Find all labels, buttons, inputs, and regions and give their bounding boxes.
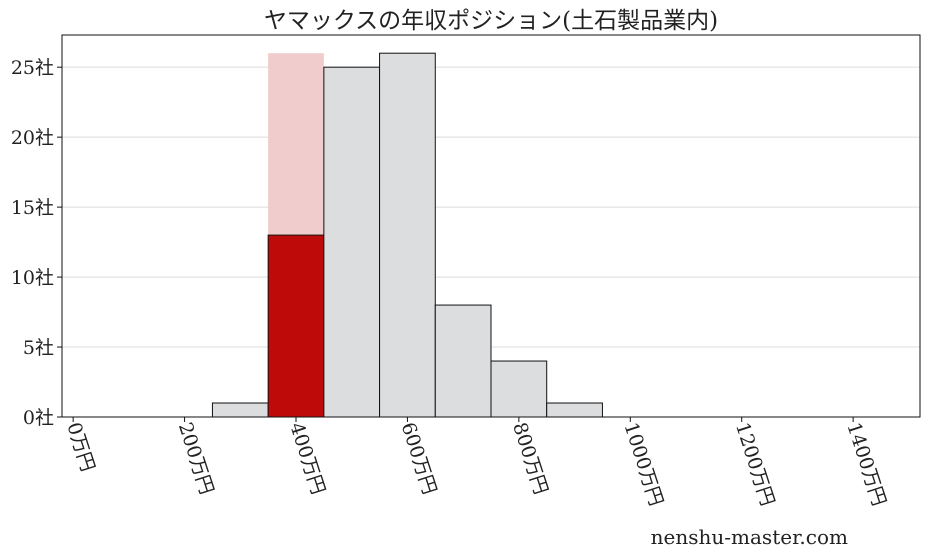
x-tick-label: 200万円 (174, 420, 218, 497)
grid (62, 66, 920, 348)
x-axis: 0万円 200万円 400万円 600万円 800万円 1000万円 1200万円 1400万… (62, 417, 890, 509)
x-tick-label: 600万円 (397, 420, 441, 497)
y-tick-label: 10社 (11, 267, 54, 289)
bar (546, 402, 603, 418)
x-tick-label: 800万円 (508, 420, 552, 497)
y-axis: 0社 5社 10社 15社 20社 25社 (11, 57, 62, 429)
x-tick-label: 1200万円 (731, 420, 779, 509)
y-tick-label: 0社 (23, 407, 54, 429)
y-tick-label: 20社 (11, 127, 54, 149)
x-tick-label: 0万円 (62, 420, 98, 474)
x-tick-label: 1000万円 (620, 420, 668, 509)
bar (379, 52, 436, 418)
y-tick-label: 5社 (23, 337, 54, 359)
plot-frame (61, 34, 921, 418)
highlight-bar (267, 234, 325, 418)
y-tick-label: 25社 (11, 57, 54, 79)
x-tick-label: 400万円 (285, 420, 329, 497)
watermark: nenshu-master.com (651, 525, 848, 549)
y-tick-label: 15社 (11, 197, 54, 219)
bar (323, 66, 381, 418)
bar (434, 304, 492, 418)
x-tick-label: 1400万円 (842, 420, 890, 509)
bar (490, 360, 548, 418)
bars (211, 52, 603, 418)
bar (211, 402, 269, 418)
chart-title: ヤマックスの年収ポジション(土石製品業内) (264, 8, 718, 34)
